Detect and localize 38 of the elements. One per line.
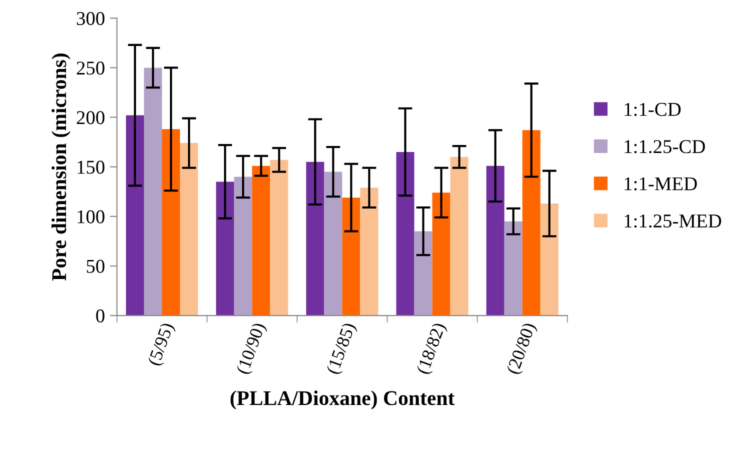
bar bbox=[360, 188, 378, 316]
bar bbox=[342, 198, 360, 316]
bar bbox=[180, 143, 198, 316]
x-tick-label: (10/90) bbox=[236, 322, 269, 376]
legend-label: 1:1.25-MED bbox=[624, 214, 722, 228]
bar bbox=[414, 231, 432, 316]
x-tick-label: (15/85) bbox=[326, 322, 359, 376]
bar bbox=[270, 160, 288, 316]
bar bbox=[396, 152, 414, 316]
bar bbox=[306, 162, 324, 316]
legend-label: 1:1-CD bbox=[624, 102, 681, 116]
bar bbox=[126, 115, 144, 316]
bar bbox=[216, 182, 234, 316]
bar bbox=[504, 221, 522, 316]
bar bbox=[486, 166, 504, 316]
legend-label: 1:1-MED bbox=[624, 177, 697, 190]
bar bbox=[522, 130, 540, 316]
bar bbox=[252, 166, 270, 316]
y-axis-title: Pore dimension (microns) bbox=[52, 54, 70, 281]
x-tick-label: (18/82) bbox=[416, 322, 449, 376]
y-tick-label: 50 bbox=[86, 260, 104, 273]
bar bbox=[432, 192, 450, 316]
bar bbox=[324, 172, 342, 316]
y-tick-label: 0 bbox=[96, 309, 104, 322]
legend-label: 1:1.25-CD bbox=[624, 140, 705, 154]
y-tick-label: 300 bbox=[76, 12, 104, 26]
bar bbox=[450, 156, 468, 316]
x-tick-label: (5/95) bbox=[147, 322, 177, 368]
x-axis-title: (PLLA/Dioxane) Content bbox=[230, 390, 455, 410]
y-tick-label: 100 bbox=[78, 210, 104, 224]
x-tick-label: (20/80) bbox=[506, 322, 539, 376]
bar bbox=[234, 176, 252, 316]
bar bbox=[144, 68, 162, 316]
bar bbox=[540, 204, 558, 316]
y-tick-label: 200 bbox=[76, 111, 104, 124]
bar bbox=[162, 129, 180, 316]
y-tick-label: 250 bbox=[76, 62, 104, 75]
y-tick-label: 150 bbox=[78, 160, 104, 174]
